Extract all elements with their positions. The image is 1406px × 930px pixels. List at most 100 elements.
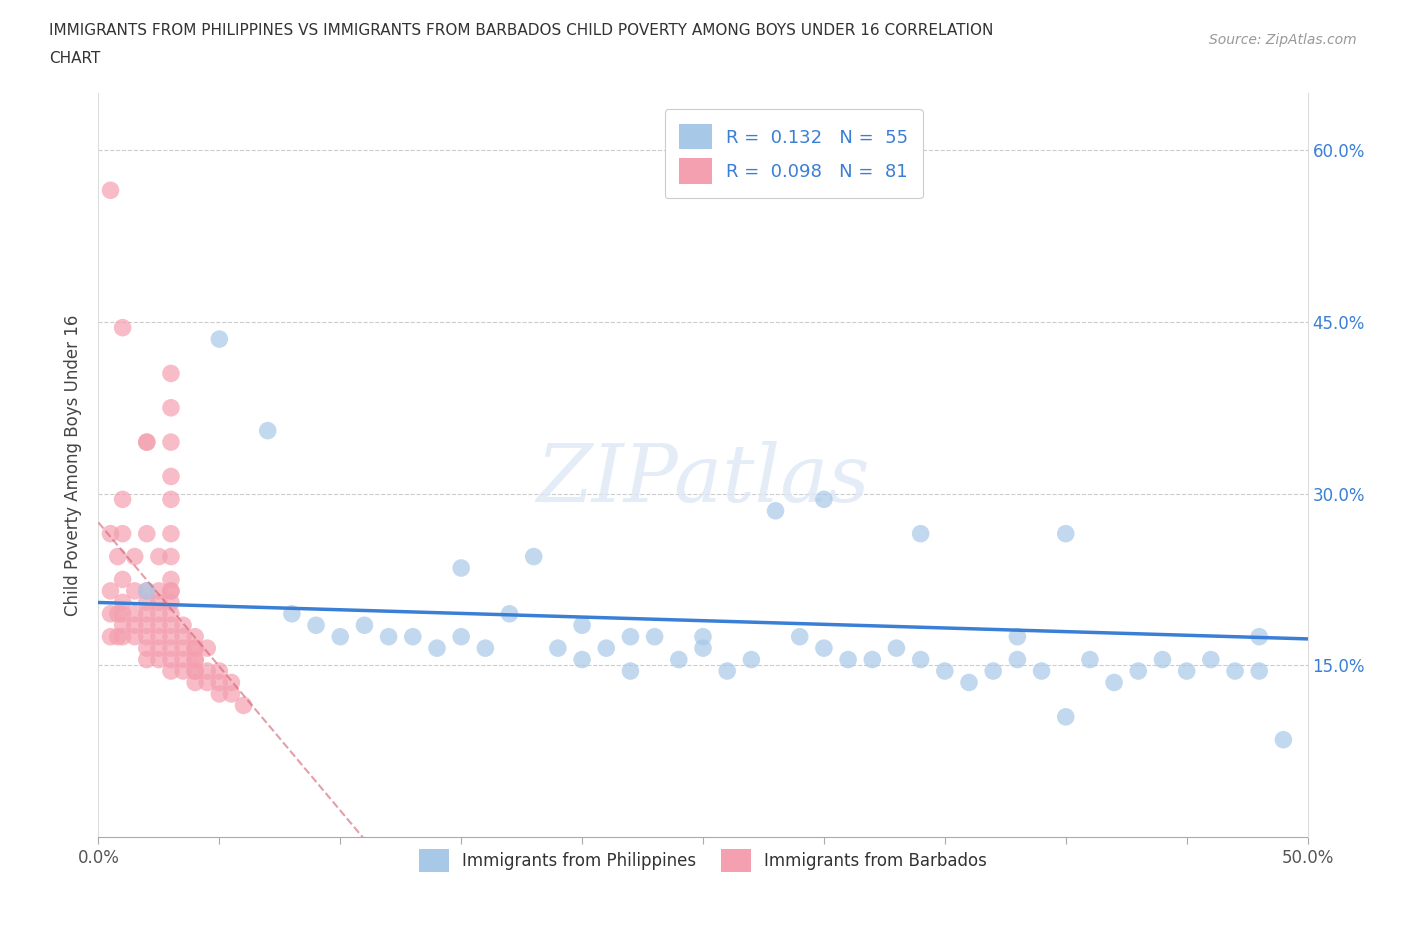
Point [184,641,207,656]
Point [172,641,194,656]
Point [160,400,183,415]
Point [172,664,194,679]
Point [148,583,170,598]
Point [402,630,425,644]
Point [160,618,183,632]
Point [195,664,218,679]
Point [160,630,183,644]
Point [100,630,122,644]
Point [107,606,129,621]
Point [184,664,207,679]
Point [184,630,207,644]
Point [135,583,157,598]
Point [474,641,496,656]
Point [329,630,352,644]
Point [148,630,170,644]
Point [1223,664,1246,679]
Point [1249,630,1271,644]
Point [1078,652,1101,667]
Point [100,606,122,621]
Point [135,526,157,541]
Point [124,549,146,564]
Point [172,630,194,644]
Point [195,641,218,656]
Point [305,618,328,632]
Point [172,618,194,632]
Point [957,675,980,690]
Point [571,618,593,632]
Point [184,675,207,690]
Point [100,183,122,198]
Point [124,606,146,621]
Point [595,641,617,656]
Text: ZIPatlas: ZIPatlas [536,441,870,519]
Point [148,595,170,610]
Point [813,492,835,507]
Point [160,652,183,667]
Point [1007,630,1029,644]
Point [1007,652,1029,667]
Point [111,320,134,335]
Point [644,630,666,644]
Point [160,606,183,621]
Point [135,606,157,621]
Point [426,641,449,656]
Point [1128,664,1150,679]
Point [523,549,546,564]
Point [765,503,787,518]
Point [160,572,183,587]
Point [981,664,1004,679]
Point [195,675,218,690]
Legend: Immigrants from Philippines, Immigrants from Barbados: Immigrants from Philippines, Immigrants … [411,841,995,881]
Point [813,641,835,656]
Point [160,366,183,381]
Point [208,686,231,701]
Point [135,652,157,667]
Point [256,423,278,438]
Point [160,583,183,598]
Point [208,675,231,690]
Point [837,652,859,667]
Point [160,469,183,484]
Point [208,664,231,679]
Point [1272,732,1295,747]
Point [910,526,932,541]
Point [934,664,956,679]
Point [547,641,569,656]
Point [135,641,157,656]
Point [135,595,157,610]
Point [692,630,714,644]
Point [1054,526,1077,541]
Point [716,664,738,679]
Point [377,630,399,644]
Point [160,595,183,610]
Point [107,549,129,564]
Point [160,526,183,541]
Point [571,652,593,667]
Point [124,618,146,632]
Point [619,630,641,644]
Point [1054,710,1077,724]
Point [1031,664,1053,679]
Point [160,664,183,679]
Point [124,630,146,644]
Point [100,583,122,598]
Point [184,664,207,679]
Point [160,434,183,449]
Point [184,652,207,667]
Point [450,630,472,644]
Point [1102,675,1125,690]
Point [740,652,762,667]
Point [111,492,134,507]
Point [789,630,811,644]
Point [184,641,207,656]
Text: IMMIGRANTS FROM PHILIPPINES VS IMMIGRANTS FROM BARBADOS CHILD POVERTY AMONG BOYS: IMMIGRANTS FROM PHILIPPINES VS IMMIGRANT… [49,23,994,38]
Y-axis label: Child Poverty Among Boys Under 16: Child Poverty Among Boys Under 16 [65,314,83,616]
Point [1152,652,1174,667]
Point [135,618,157,632]
Point [221,686,243,701]
Point [107,630,129,644]
Point [160,549,183,564]
Point [148,606,170,621]
Point [353,618,375,632]
